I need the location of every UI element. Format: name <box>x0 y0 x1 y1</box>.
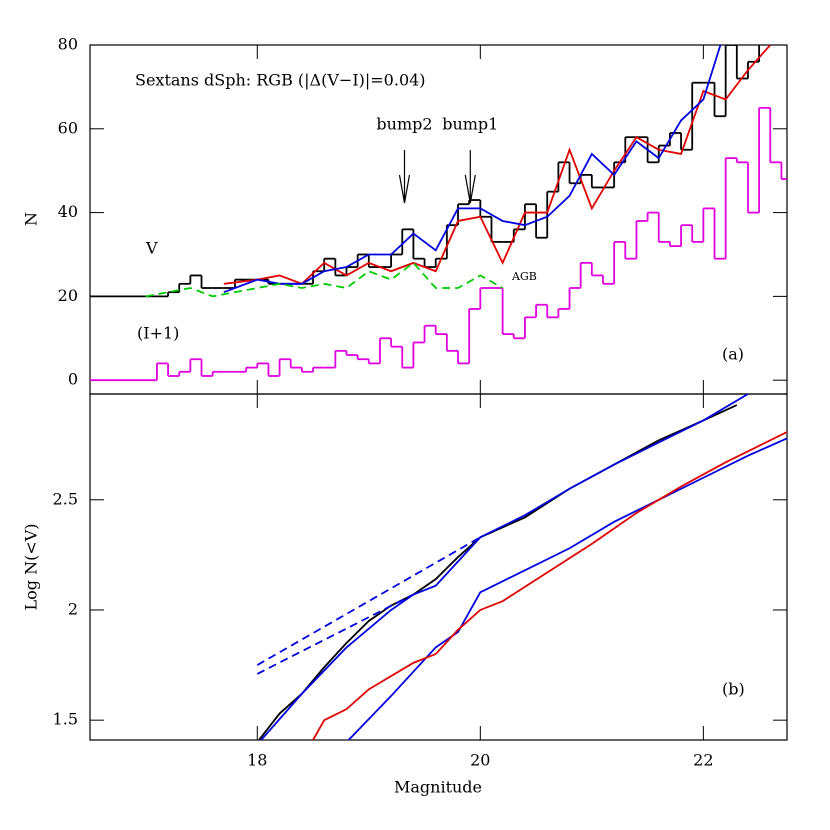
panel-b-frame <box>89 393 788 741</box>
line <box>257 404 738 740</box>
arrow-label: bump1 <box>442 115 498 134</box>
line <box>256 593 414 675</box>
line <box>223 45 771 285</box>
y-axis-label: N <box>22 212 41 226</box>
title: Sextans dSph: RGB (|Δ(V−I)|=0.04) <box>135 71 426 90</box>
line <box>223 45 722 294</box>
plot-area <box>256 394 787 740</box>
line <box>347 437 787 740</box>
x-axis-label: Magnitude <box>394 778 482 797</box>
y-tick-label: 2 <box>68 599 78 618</box>
arrow-label: bump2 <box>376 115 432 134</box>
y-axis-label: Log N(<V) <box>22 523 41 610</box>
panel-a-frame <box>89 44 788 395</box>
line <box>145 261 504 298</box>
annotation: (I+1) <box>137 324 179 343</box>
line <box>259 394 749 740</box>
panel-label: (a) <box>722 345 744 364</box>
plot-area <box>90 45 787 382</box>
arrow <box>398 150 411 204</box>
line <box>312 431 787 740</box>
arrow <box>464 150 476 204</box>
x-tick-label: 20 <box>470 751 490 770</box>
y-tick-label: 1.5 <box>53 710 78 729</box>
x-tick-label: 18 <box>247 751 267 770</box>
annotation: AGB <box>511 270 537 283</box>
y-tick-label: 20 <box>58 286 78 305</box>
annotation: V <box>145 239 158 258</box>
line <box>256 536 481 666</box>
x-tick-label: 22 <box>693 751 713 770</box>
y-tick-label: 40 <box>58 202 78 221</box>
y-tick-label: 0 <box>68 370 78 389</box>
y-tick-label: 80 <box>58 35 78 54</box>
y-tick-label: 2.5 <box>53 489 78 508</box>
panel-label: (b) <box>722 680 745 699</box>
y-tick-label: 60 <box>58 118 78 137</box>
